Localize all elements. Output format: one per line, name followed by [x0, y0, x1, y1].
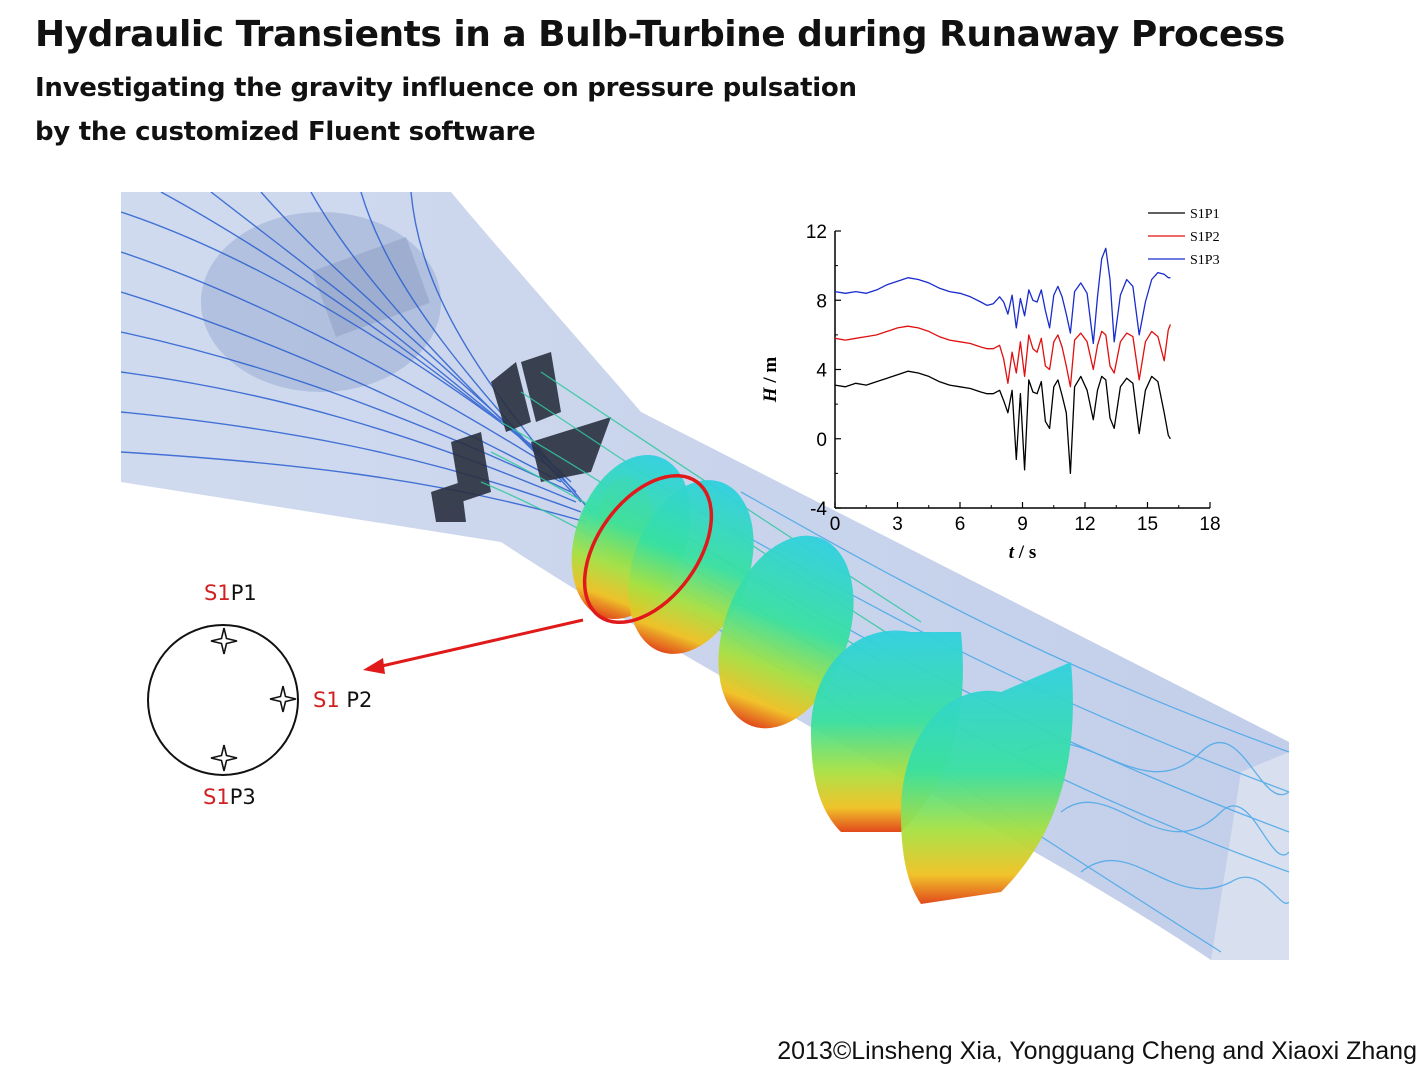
sensor-label-p3: S1P3 — [203, 785, 256, 809]
series-line-s1p3 — [834, 247, 1171, 345]
x-tick-label: 12 — [1074, 514, 1095, 535]
sensor-label-p2-prefix: S1 — [313, 688, 340, 712]
subtitle-line-2: by the customized Fluent software — [35, 117, 536, 147]
sensor-label-p2-suffix: P2 — [339, 688, 373, 712]
subtitle-line-1: Investigating the gravity influence on p… — [35, 73, 857, 103]
y-axis-label: H / m — [760, 357, 781, 404]
y-tick-label: 0 — [816, 430, 827, 451]
x-tick-label: 9 — [1017, 514, 1028, 535]
x-tick-label: 6 — [955, 514, 966, 535]
sensor-p1-star-icon — [210, 627, 238, 655]
x-tick-label: 18 — [1199, 514, 1220, 535]
sensor-label-p1-prefix: S1 — [204, 581, 231, 605]
x-axis-label-unit: / s — [1014, 542, 1036, 563]
y-tick-label: 8 — [816, 291, 827, 312]
sensor-label-p2: S1 P2 — [313, 688, 372, 712]
sensor-label-p3-suffix: P3 — [229, 785, 256, 809]
y-tick-label: 4 — [816, 361, 827, 382]
y-axis-label-unit: / m — [760, 357, 781, 388]
y-tick-label: 12 — [806, 222, 827, 243]
sensor-p3-star-icon — [210, 744, 238, 772]
page-title: Hydraulic Transients in a Bulb-Turbine d… — [35, 14, 1285, 55]
x-axis-label: t / s — [1009, 542, 1036, 563]
copyright-notice: 2013©Linsheng Xia, Yongguang Cheng and X… — [777, 1037, 1417, 1065]
series-line-s1p2 — [834, 324, 1172, 388]
cfd-streamline-visualization — [121, 192, 1289, 960]
legend-label-s1p3: S1P3 — [1190, 253, 1220, 268]
legend-label-s1p1: S1P1 — [1190, 207, 1220, 222]
x-tick-label: 15 — [1137, 514, 1158, 535]
sensor-label-p3-prefix: S1 — [203, 785, 230, 809]
series-line-s1p1 — [834, 370, 1171, 475]
sensor-label-p1: S1P1 — [204, 581, 257, 605]
x-tick-label: 3 — [892, 514, 903, 535]
legend-label-s1p2: S1P2 — [1190, 230, 1220, 245]
pipe-cross-section — [147, 624, 299, 776]
sensor-position-diagram — [147, 624, 299, 776]
y-tick-label: -4 — [810, 499, 827, 520]
sensor-label-p1-suffix: P1 — [230, 581, 257, 605]
x-tick-label: 0 — [830, 514, 841, 535]
x-axis-label-symbol: t — [1009, 542, 1015, 563]
y-axis-label-symbol: H — [760, 386, 781, 403]
sensor-p2-star-icon — [269, 685, 297, 713]
